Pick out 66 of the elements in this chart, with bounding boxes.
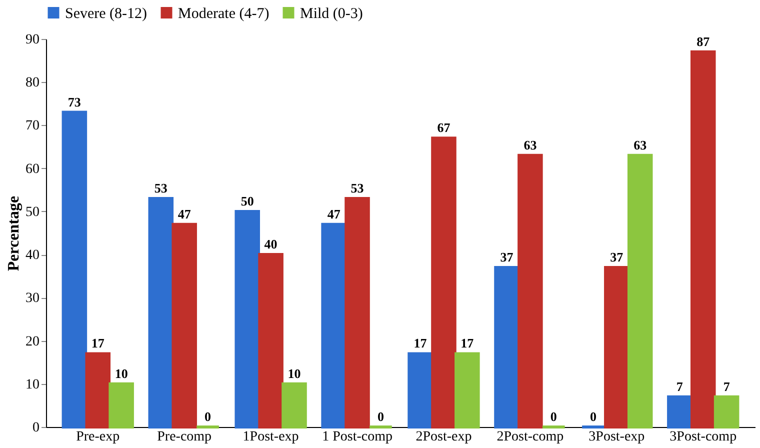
y-tick-label: 80 <box>26 76 40 91</box>
data-label: 0 <box>204 409 212 424</box>
x-tick-label: 2Post-exp <box>416 430 472 444</box>
bar <box>282 382 307 428</box>
legend-label: Severe (8-12) <box>65 6 148 22</box>
data-label: 47 <box>327 206 341 222</box>
bar <box>714 395 740 428</box>
bar <box>494 266 520 428</box>
data-label: 53 <box>154 180 168 196</box>
bar <box>258 253 284 428</box>
bar <box>408 352 433 428</box>
bar <box>85 352 111 428</box>
data-label: 37 <box>610 249 624 264</box>
data-label: 0 <box>550 409 557 424</box>
y-tick-label: 40 <box>26 248 40 264</box>
bar <box>172 222 197 428</box>
data-label: 67 <box>437 120 451 136</box>
data-label: 10 <box>114 366 128 381</box>
x-tick-label: 2Post-comp <box>496 430 564 444</box>
data-label: 73 <box>68 94 82 110</box>
x-tick-label: 3Post-comp <box>670 430 737 444</box>
data-label: 17 <box>414 336 428 351</box>
bar <box>234 210 260 428</box>
data-label: 7 <box>723 378 730 394</box>
x-tick-label: Pre-comp <box>157 430 212 444</box>
bar <box>518 154 543 428</box>
bar <box>148 197 174 428</box>
x-tick-label: 3Post-exp <box>588 430 645 444</box>
data-label: 87 <box>696 34 710 49</box>
data-label: 63 <box>524 137 538 152</box>
bar <box>431 136 456 428</box>
data-label: 37 <box>500 249 514 264</box>
bar <box>627 154 653 428</box>
y-tick-label: 30 <box>26 291 40 306</box>
bar <box>690 50 716 428</box>
bar <box>667 395 692 428</box>
data-label: 7 <box>676 378 684 394</box>
y-tick-label: 10 <box>26 377 40 392</box>
x-tick-label: Pre-exp <box>76 430 120 444</box>
bar <box>62 110 88 428</box>
y-tick-label: 70 <box>26 118 40 134</box>
bar <box>344 197 370 428</box>
bar <box>108 382 134 428</box>
legend-label: Moderate (4-7) <box>178 6 270 22</box>
data-label: 0 <box>377 409 384 424</box>
data-label: 17 <box>91 336 105 351</box>
legend-label: Mild (0-3) <box>300 6 363 22</box>
bar <box>454 352 480 428</box>
bar <box>604 266 630 428</box>
data-label: 63 <box>634 137 648 152</box>
x-tick-label: 1Post-exp <box>242 430 299 444</box>
data-label: 17 <box>460 336 474 351</box>
data-label: 47 <box>178 206 192 222</box>
y-tick-label: 20 <box>26 334 40 350</box>
y-tick-label: 90 <box>26 32 40 48</box>
x-tick-label: 1 Post-comp <box>322 430 392 444</box>
data-label: 40 <box>264 236 278 252</box>
y-tick-label: 50 <box>26 204 40 220</box>
y-tick-label: 60 <box>26 162 40 177</box>
y-axis-title: Percentage <box>6 196 22 272</box>
data-label: 53 <box>350 180 364 196</box>
y-tick-label: 0 <box>32 420 40 436</box>
data-label: 10 <box>288 366 301 381</box>
data-label: 50 <box>240 193 254 208</box>
bar <box>321 222 346 428</box>
data-label: 0 <box>590 409 596 424</box>
